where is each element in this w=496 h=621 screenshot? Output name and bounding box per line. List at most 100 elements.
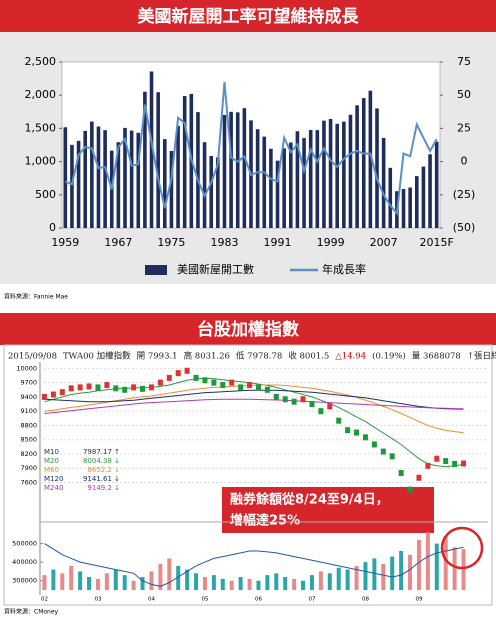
candle <box>166 374 172 381</box>
y-tick-label: 2,500 <box>25 55 57 68</box>
bar <box>275 160 280 228</box>
candle <box>362 434 368 441</box>
volume-bar <box>176 565 181 590</box>
ma-line <box>44 398 464 414</box>
candle <box>131 384 137 391</box>
y2-tick-label: 0 <box>461 155 468 168</box>
bar <box>209 156 214 228</box>
volume-bar <box>283 577 288 590</box>
bar <box>136 132 141 228</box>
volume-bar <box>95 578 100 590</box>
bar <box>315 130 320 228</box>
legend-label: M120 <box>44 475 63 483</box>
x-tick-label: 1967 <box>104 236 132 249</box>
info-text: 開 7993.1 <box>137 352 178 362</box>
volume-bar <box>443 536 448 590</box>
info-text: 低 7978.78 <box>236 351 282 362</box>
title-bar <box>0 313 496 345</box>
bar <box>335 123 340 228</box>
volume-bar <box>265 575 270 590</box>
bar <box>70 144 74 228</box>
bar <box>421 166 426 228</box>
ma-line <box>44 389 464 410</box>
candle <box>77 384 83 391</box>
candle <box>122 386 128 393</box>
legend-value: 9149.2 ↓ <box>87 484 120 492</box>
source: 資料來源：Fannie Mae <box>4 293 68 301</box>
candle <box>202 377 208 384</box>
x-tick-label: 04 <box>148 597 155 603</box>
legend-value: 9141.61 ↓ <box>83 475 120 483</box>
candle <box>255 384 261 391</box>
candle <box>220 382 226 389</box>
legend-label: M240 <box>44 484 63 492</box>
bar <box>428 154 432 228</box>
candle <box>318 408 324 415</box>
candle <box>380 448 386 455</box>
candle <box>59 389 65 396</box>
volume-bar <box>202 577 207 590</box>
candle <box>309 401 315 408</box>
volume-bar <box>408 554 413 590</box>
volume-line <box>44 543 464 587</box>
bar <box>262 136 267 228</box>
bar <box>328 119 333 228</box>
volume-bar <box>452 547 457 590</box>
volume-bar <box>247 578 252 590</box>
bar <box>348 114 353 228</box>
volume-bar <box>220 578 225 590</box>
volume-bar <box>113 569 118 590</box>
info-text: 量 3688078 <box>412 352 461 362</box>
bar <box>216 157 220 228</box>
legend-value: 8652.2 ↓ <box>87 466 120 474</box>
candle <box>389 453 395 460</box>
candle <box>229 379 235 386</box>
volume-bar <box>211 575 216 590</box>
candle <box>398 469 404 476</box>
candle <box>113 385 119 392</box>
volume-bar <box>327 573 332 590</box>
volume-bar <box>42 575 47 590</box>
bar <box>176 125 180 228</box>
info-text: (0.19%) <box>372 351 406 362</box>
x-tick-label: 03 <box>94 597 101 603</box>
candle <box>148 384 154 391</box>
x-tick-label: 1999 <box>317 236 345 249</box>
candle <box>416 474 422 481</box>
volume-bar <box>390 556 395 590</box>
bar <box>302 138 306 228</box>
volume-bar <box>274 573 279 590</box>
volume-bar <box>309 575 314 590</box>
candle <box>264 386 270 393</box>
bar <box>63 127 68 228</box>
bar <box>169 150 174 228</box>
bar <box>242 108 247 228</box>
annotation-box <box>222 487 434 533</box>
x-tick-label: 09 <box>415 597 422 603</box>
y-tick-label: 7900 <box>20 464 37 472</box>
y-tick-label: 10000 <box>16 364 37 372</box>
volume-bar <box>238 577 243 590</box>
x-tick-label: 08 <box>362 597 369 603</box>
bar <box>288 142 293 228</box>
bar <box>295 131 300 228</box>
y-tick-label: 1,000 <box>25 155 57 168</box>
annotation: 融券餘額從8/24至9/4日， <box>230 492 389 508</box>
volume-bar <box>149 571 154 590</box>
bar <box>401 189 406 228</box>
bar <box>269 148 273 228</box>
volume-bar <box>229 580 234 590</box>
volume-bar <box>434 543 439 590</box>
bar <box>182 96 187 228</box>
bar <box>282 148 286 228</box>
volume-bar <box>416 539 421 590</box>
candle <box>238 384 244 391</box>
volume-bar <box>336 567 341 590</box>
candle <box>211 379 217 386</box>
volume-bar <box>194 573 199 590</box>
y-tick-label: 8800 <box>20 421 37 429</box>
bar <box>229 111 233 228</box>
bar <box>368 90 373 228</box>
candle <box>175 370 181 377</box>
legend-label: M60 <box>44 466 59 474</box>
